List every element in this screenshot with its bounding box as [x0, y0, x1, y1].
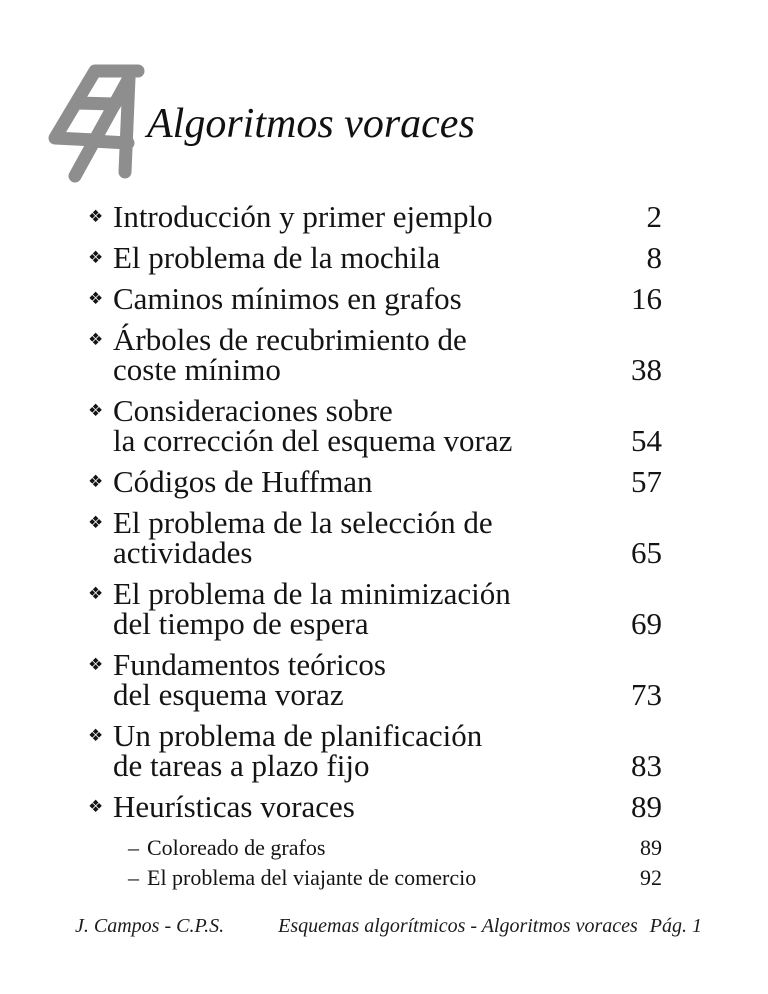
- diamond-bullet-icon: ❖: [88, 726, 104, 746]
- footer-page-number: Pág. 1: [649, 915, 702, 937]
- toc-item-label: Un problema de planificación de tareas a…: [113, 718, 483, 783]
- toc-item: ❖ El problema de la mochila 8: [88, 240, 663, 275]
- toc-item: ❖ Árboles de recubrimiento de coste míni…: [88, 322, 662, 387]
- toc-item-label: El problema de la minimización del tiemp…: [113, 576, 511, 641]
- toc-item-label: El problema de la selección de actividad…: [113, 505, 493, 570]
- diamond-bullet-icon: ❖: [88, 472, 104, 492]
- toc-item-page: 89: [631, 789, 662, 824]
- toc-item-label: Heurísticas voraces: [113, 789, 355, 824]
- toc-item-label: Caminos mínimos en grafos: [113, 281, 462, 316]
- diamond-bullet-icon: ❖: [88, 401, 104, 421]
- diamond-bullet-icon: ❖: [88, 655, 104, 675]
- footer-right-group: Esquemas algorítmicos - Algoritmos vorac…: [278, 915, 702, 938]
- toc-item-label: El problema de la mochila: [113, 240, 441, 275]
- page-footer: J. Campos - C.P.S. Esquemas algorítmicos…: [75, 915, 702, 938]
- dash-bullet-icon: –: [128, 865, 139, 890]
- toc-list: ❖ Introducción y primer ejemplo 2 ❖ El p…: [88, 199, 663, 893]
- toc-subitem-page: 92: [640, 865, 662, 890]
- toc-item-label: Introducción y primer ejemplo: [113, 199, 493, 234]
- toc-item: ❖ Códigos de Huffman 57: [88, 464, 662, 499]
- diamond-bullet-icon: ❖: [88, 584, 104, 604]
- toc-subitem: – El problema del viajante de comercio 9…: [88, 863, 662, 893]
- toc-subitem: – Coloreado de grafos 89: [88, 833, 662, 863]
- toc-item: ❖ El problema de la minimización del tie…: [88, 576, 662, 641]
- diamond-bullet-icon: ❖: [88, 248, 104, 268]
- toc-item-page: 54: [631, 423, 662, 458]
- toc-item: ❖ Introducción y primer ejemplo 2: [88, 199, 663, 234]
- ea-logo: [48, 64, 145, 183]
- toc-item-page: 83: [631, 748, 662, 783]
- toc-item-page: 57: [631, 464, 662, 499]
- toc-item: ❖ Consideraciones sobre la corrección de…: [88, 393, 662, 458]
- toc-item-label: Códigos de Huffman: [113, 464, 373, 499]
- toc-item-page: 8: [646, 240, 663, 275]
- toc-item-label: Consideraciones sobre la corrección del …: [113, 393, 513, 458]
- toc-item-page: 73: [631, 677, 662, 712]
- toc-item-page: 38: [631, 352, 662, 387]
- diamond-bullet-icon: ❖: [88, 330, 104, 350]
- toc-subitem-label: Coloreado de grafos: [147, 835, 326, 860]
- diamond-bullet-icon: ❖: [88, 207, 104, 227]
- footer-author: J. Campos - C.P.S.: [75, 915, 225, 937]
- logo-letter-a-crossbar: [85, 134, 135, 150]
- diamond-bullet-icon: ❖: [88, 289, 104, 309]
- dash-bullet-icon: –: [128, 835, 139, 860]
- toc-item-label: Fundamentos teóricos del esquema voraz: [113, 647, 386, 712]
- toc-subitem-page: 89: [640, 835, 662, 860]
- footer-course: Esquemas algorítmicos - Algoritmos vorac…: [278, 915, 638, 937]
- toc-item: ❖ Fundamentos teóricos del esquema voraz…: [88, 647, 662, 712]
- page-title: Algoritmos voraces: [147, 101, 475, 147]
- toc-item-label: Árboles de recubrimiento de coste mínimo: [113, 322, 467, 387]
- diamond-bullet-icon: ❖: [88, 513, 104, 533]
- diamond-bullet-icon: ❖: [88, 797, 104, 817]
- toc-item-page: 16: [631, 281, 662, 316]
- toc-item-page: 2: [646, 199, 663, 234]
- toc-item-page: 65: [631, 535, 662, 570]
- toc-item: ❖ Un problema de planificación de tareas…: [88, 718, 662, 783]
- toc-item-page: 69: [631, 606, 662, 641]
- toc-subitem-label: El problema del viajante de comercio: [147, 865, 477, 890]
- toc-item: ❖ Caminos mínimos en grafos 16: [88, 281, 662, 316]
- toc-item: ❖ Heurísticas voraces 89: [88, 789, 662, 824]
- toc-item: ❖ El problema de la selección de activid…: [88, 505, 662, 570]
